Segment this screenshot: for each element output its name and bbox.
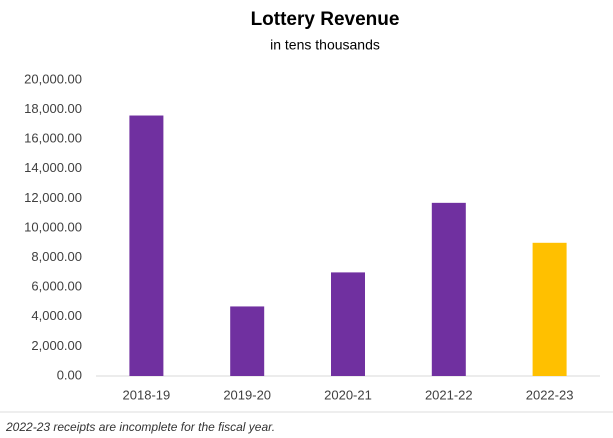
y-tick-label: 14,000.00 <box>24 160 82 175</box>
y-tick-label: 0.00 <box>57 367 82 382</box>
footnote: 2022-23 receipts are incomplete for the … <box>5 420 275 434</box>
x-tick-label: 2021-22 <box>425 387 473 402</box>
x-tick-label: 2018-19 <box>123 387 171 402</box>
x-tick-label: 2020-21 <box>324 387 372 402</box>
y-tick-label: 12,000.00 <box>24 190 82 205</box>
x-tick-label: 2019-20 <box>223 387 271 402</box>
x-tick-label: 2022-23 <box>526 387 574 402</box>
bar <box>431 202 466 376</box>
bar <box>129 115 164 377</box>
y-tick-label: 18,000.00 <box>24 101 82 116</box>
y-tick-label: 10,000.00 <box>24 219 82 234</box>
y-tick-label: 8,000.00 <box>31 249 82 264</box>
y-tick-label: 2,000.00 <box>31 338 82 353</box>
bar <box>230 306 265 376</box>
y-tick-label: 4,000.00 <box>31 308 82 323</box>
chart-subtitle: in tens thousands <box>270 37 380 53</box>
chart-title: Lottery Revenue <box>251 9 400 30</box>
bar <box>532 242 567 376</box>
y-tick-label: 6,000.00 <box>31 279 82 294</box>
y-tick-label: 20,000.00 <box>24 71 82 86</box>
y-tick-label: 16,000.00 <box>24 131 82 146</box>
bar <box>331 272 365 376</box>
